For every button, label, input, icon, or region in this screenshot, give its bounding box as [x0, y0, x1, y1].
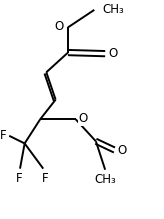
Text: F: F: [41, 172, 48, 185]
Text: F: F: [15, 172, 22, 185]
Text: O: O: [79, 112, 88, 125]
Text: F: F: [0, 129, 6, 142]
Text: CH₃: CH₃: [103, 3, 125, 16]
Text: CH₃: CH₃: [94, 173, 116, 186]
Text: O: O: [108, 47, 118, 60]
Text: O: O: [118, 144, 127, 157]
Text: O: O: [55, 20, 64, 33]
